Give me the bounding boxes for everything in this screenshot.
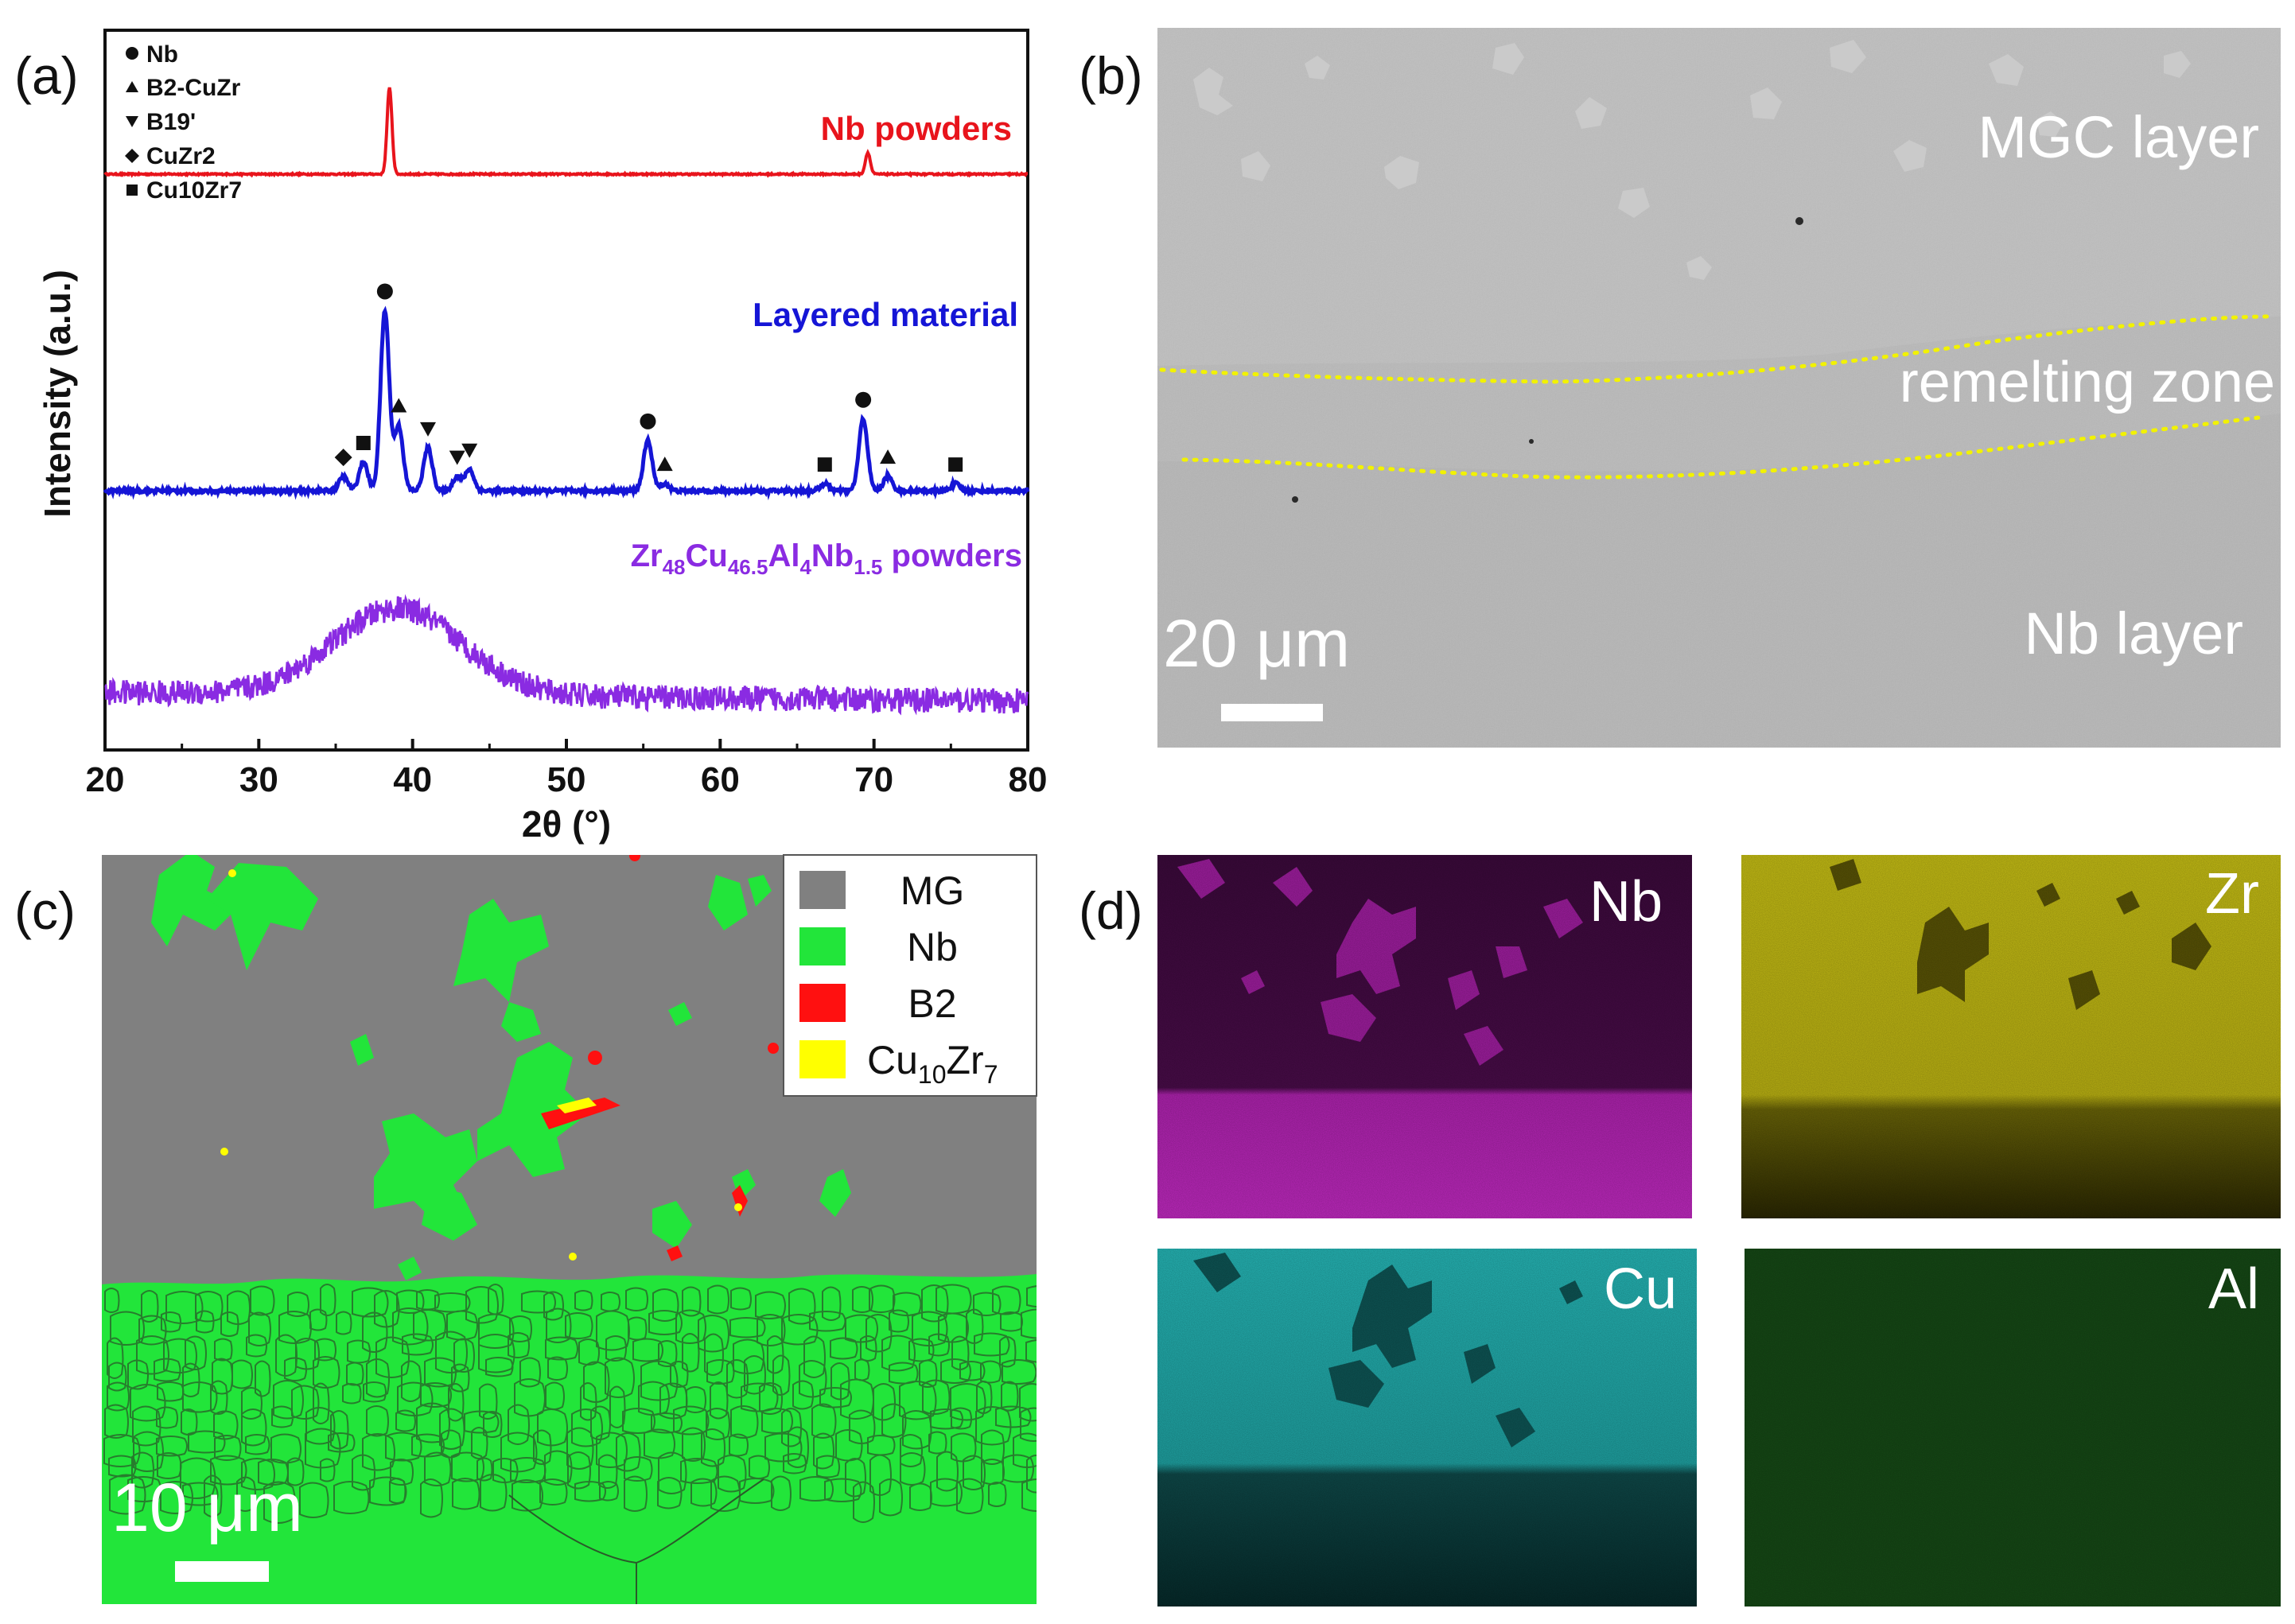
eds-label-nb: Nb [1589, 870, 1663, 934]
series-line-layered-material [103, 305, 1030, 501]
al-map-noise [1745, 1249, 2281, 1607]
legend-circle-marker [126, 47, 138, 60]
x-tick-label: 60 [701, 760, 740, 799]
peak-marker-b2-cuzr [391, 398, 407, 413]
legend-diamond-marker [125, 149, 139, 163]
eds-label-cu: Cu [1604, 1257, 1677, 1321]
panel-b-label: (b) [1079, 46, 1143, 105]
pores [1292, 217, 1803, 503]
legend-swatch-b2 [799, 984, 846, 1022]
plot-frame [103, 29, 1029, 752]
grain-boundary-network [103, 1284, 1037, 1524]
sem-texture [1157, 28, 2281, 748]
legend-triangle-down-marker [126, 116, 138, 127]
series-label-nb-powders: Nb powders [821, 110, 1012, 147]
panel-b-sem-image: (b) [1079, 28, 2281, 748]
legend-b19: B19' [146, 109, 196, 135]
series-line-nb-powders [103, 87, 1028, 178]
peak-marker-cuzr2 [334, 449, 352, 467]
eds-map-al: Al [1745, 1249, 2281, 1607]
scale-bar-b [1221, 704, 1323, 721]
peak-marker-b2-cuzr [880, 449, 897, 464]
nb-particles [1193, 40, 2191, 280]
legend-nb: Nb [146, 41, 178, 68]
panel-d-eds-maps: (d) Nb [1079, 855, 2281, 1607]
eds-map-nb: Nb [1157, 855, 1692, 1218]
nb-particles [151, 855, 851, 1280]
panel-d-label: (d) [1079, 881, 1143, 940]
peak-marker-b2-cuzr [656, 457, 673, 472]
eds-label-zr: Zr [2205, 862, 2259, 926]
x-axis-label: 2θ (°) [522, 803, 611, 845]
remelting-zone-lower-boundary [1181, 415, 2262, 480]
label-remelting-zone: remelting zone [1900, 351, 2275, 414]
grain-boundaries [103, 1284, 1037, 1524]
phase-legend: Nb B2-CuZr B19' CuZr2 Cu10Zr7 [125, 41, 242, 204]
legend-cuzr2: CuZr2 [146, 143, 216, 169]
x-tick-label: 20 [86, 760, 125, 799]
panel-a-xrd-chart: (a) Nb B2-CuZr B19' CuZr2 Cu10Zr7 Nb pow… [14, 29, 1048, 845]
eds-map-cu: Cu [1157, 1249, 1697, 1607]
peak-marker-b19- [449, 450, 465, 465]
peak-marker-nb [855, 391, 872, 408]
remelting-zone-upper-boundary [1159, 314, 2274, 384]
peak-marker-cu10zr7 [817, 457, 832, 472]
label-nb-layer: Nb layer [2024, 600, 2243, 666]
b2-precipitates [541, 855, 779, 1261]
eds-label-al: Al [2208, 1257, 2259, 1321]
legend-square-marker [126, 185, 138, 196]
peak-marker-b19- [420, 422, 436, 437]
peak-marker-cu10zr7 [948, 457, 963, 472]
cu-map-noise [1157, 1249, 1697, 1607]
peak-marker-nb [640, 413, 656, 429]
panel-c-ebsd-phase-map: (c) [14, 854, 1037, 1604]
cu10zr7-precipitates [220, 869, 742, 1261]
legend-cu10zr7: Cu10Zr7 [146, 177, 242, 204]
legend-label-mg: MG [900, 868, 965, 913]
legend-triangle-up-marker [126, 81, 138, 92]
x-tick-label: 70 [854, 760, 893, 799]
legend-swatch-nb [799, 927, 846, 965]
peak-markers [334, 283, 963, 472]
legend-b2-cuzr: B2-CuZr [146, 75, 241, 101]
series-line-zrcualnb-powders [104, 594, 1029, 716]
x-tick-label: 30 [239, 760, 278, 799]
panel-c-label: (c) [14, 881, 76, 940]
nb-map-noise [1157, 855, 1692, 1218]
legend-swatch-mg [799, 871, 846, 909]
scale-bar-label-c: 10 μm [111, 1470, 303, 1546]
phase-map-legend: MG Nb B2 Cu10Zr7 [783, 854, 1037, 1097]
large-grain-boundary [508, 1478, 764, 1604]
scale-bar-c [175, 1561, 269, 1582]
legend-swatch-cu10zr7 [799, 1040, 846, 1078]
eds-map-zr: Zr [1741, 855, 2281, 1218]
legend-label-b2: B2 [908, 981, 956, 1026]
peak-marker-cu10zr7 [356, 435, 371, 450]
peak-marker-b19- [461, 443, 478, 458]
x-axis-ticks: 20 30 40 50 60 70 80 [86, 739, 1048, 799]
y-axis-label: Intensity (a.u.) [37, 270, 78, 518]
x-tick-label: 50 [547, 760, 586, 799]
zr-map-noise [1741, 855, 2281, 1218]
peak-marker-nb [376, 283, 393, 300]
scale-bar-label-b: 20 μm [1163, 606, 1350, 681]
legend-label-nb: Nb [907, 925, 958, 969]
series-label-zrcualnb-powders: Zr48Cu46.5Al4Nb1.5 powders [631, 538, 1022, 579]
x-tick-label: 80 [1009, 760, 1048, 799]
x-tick-label: 40 [393, 760, 432, 799]
series-label-layered-material: Layered material [753, 296, 1018, 333]
label-mgc-layer: MGC layer [1978, 104, 2259, 170]
panel-a-label: (a) [14, 46, 79, 105]
